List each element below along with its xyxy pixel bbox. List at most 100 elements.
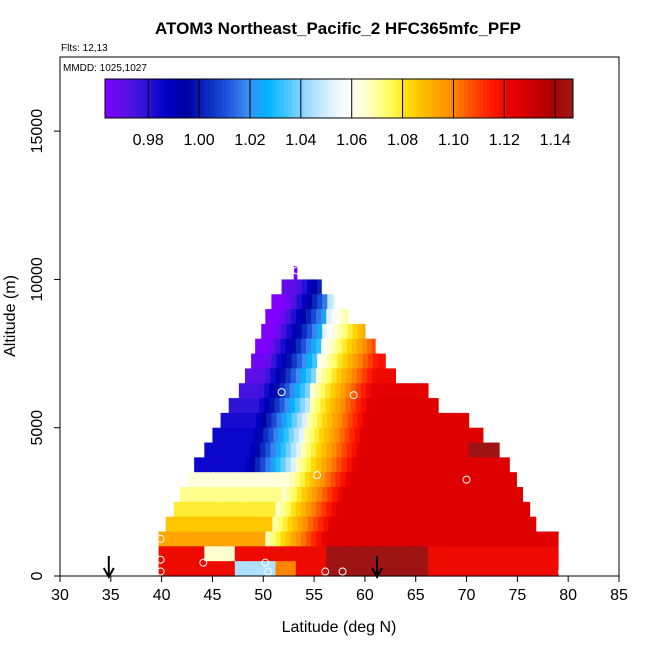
- heatmap-cell: [343, 516, 350, 533]
- heatmap-cell: [280, 442, 287, 458]
- colorbar-segment: [448, 79, 453, 118]
- heatmap-cell: [488, 457, 495, 473]
- heatmap-cell: [255, 368, 261, 384]
- heatmap-cell: [458, 561, 465, 577]
- heatmap-cell: [411, 472, 418, 488]
- heatmap-cell: [321, 546, 327, 562]
- heatmap-cell: [493, 442, 500, 458]
- heatmap-cell: [392, 561, 399, 577]
- heatmap-cell: [373, 353, 379, 369]
- heatmap-cell: [453, 442, 460, 458]
- heatmap-cell: [239, 546, 246, 562]
- heatmap-cell: [168, 531, 175, 547]
- heatmap-cell: [453, 501, 460, 518]
- heatmap-cell: [402, 457, 409, 473]
- heatmap-cell: [342, 323, 349, 340]
- heatmap-cell: [179, 487, 186, 503]
- heatmap-cell: [194, 561, 200, 577]
- heatmap-cell: [549, 546, 556, 562]
- heatmap-cell: [480, 516, 487, 533]
- heatmap-cell: [346, 531, 353, 547]
- colorbar-segment: [545, 79, 551, 118]
- heatmap-cell: [239, 531, 246, 547]
- sample-point: [277, 388, 286, 397]
- heatmap-cell: [423, 487, 430, 503]
- colorbar-segment: [378, 79, 383, 118]
- colorbar-segment: [362, 79, 367, 118]
- heatmap-cell: [305, 368, 312, 384]
- heatmap-cell: [352, 487, 359, 503]
- heatmap-cell: [267, 516, 274, 533]
- heatmap-cell: [262, 516, 268, 533]
- colorbar-frame: [104, 78, 574, 119]
- heatmap-cell: [420, 427, 427, 444]
- heatmap-cell: [464, 412, 470, 429]
- heatmap-cell: [407, 546, 414, 562]
- colorbar-segment: [140, 79, 145, 118]
- heatmap-cell: [312, 323, 318, 340]
- heatmap-cell: [326, 546, 332, 562]
- heatmap-cell: [406, 398, 413, 414]
- colorbar-segment: [311, 79, 317, 118]
- heatmap-cell: [256, 353, 262, 369]
- heatmap-cell: [351, 501, 358, 518]
- heatmap-cell: [331, 309, 338, 325]
- colorbar-segment: [112, 79, 118, 118]
- heatmap-cell: [330, 472, 337, 488]
- heatmap-cell: [300, 457, 307, 473]
- colorbar-segment: [502, 79, 508, 118]
- heatmap-cell: [274, 383, 281, 399]
- colorbar-segment: [350, 79, 356, 118]
- heatmap-cell: [285, 501, 292, 518]
- heatmap-cell: [255, 546, 261, 562]
- heatmap-cell: [163, 546, 170, 562]
- heatmap-cell: [318, 516, 324, 533]
- heatmap-cell: [427, 457, 434, 473]
- heatmap-cell: [391, 398, 398, 414]
- heatmap-cell: [453, 561, 460, 577]
- heatmap-cell: [264, 472, 270, 488]
- heatmap-cell: [393, 487, 400, 503]
- heatmap-cell: [299, 398, 306, 414]
- x-tick-label: 70: [458, 587, 476, 604]
- colorbar-segment: [354, 79, 359, 118]
- heatmap-cell: [261, 353, 267, 369]
- heatmap-cell: [410, 427, 417, 444]
- colorbar-segment: [495, 79, 500, 118]
- heatmap-cell: [544, 531, 551, 547]
- heatmap-cell: [459, 487, 466, 503]
- heatmap-cell: [345, 472, 352, 488]
- heatmap-cell: [366, 338, 373, 355]
- heatmap-cell: [464, 487, 471, 503]
- heatmap-cell: [356, 546, 363, 562]
- heatmap-cell: [474, 487, 481, 503]
- sample-point: [199, 558, 208, 567]
- heatmap-cell: [284, 398, 291, 414]
- heatmap-cell: [296, 412, 303, 429]
- heatmap-cell: [412, 561, 419, 577]
- colorbar-segment: [167, 79, 172, 118]
- heatmap-cell: [351, 368, 358, 384]
- sample-point: [313, 471, 322, 480]
- heatmap-cell: [350, 398, 357, 414]
- heatmap-cell: [382, 501, 388, 518]
- heatmap-cell: [363, 516, 370, 533]
- colorbar-segment: [315, 79, 320, 118]
- heatmap-cell: [398, 487, 405, 503]
- heatmap-cell: [233, 472, 240, 488]
- heatmap-cell: [270, 546, 277, 562]
- heatmap-cell: [276, 353, 283, 369]
- heatmap-cell: [346, 368, 353, 384]
- heatmap-cell: [244, 501, 251, 518]
- heatmap-cell: [487, 472, 494, 488]
- heatmap-cell: [312, 279, 318, 295]
- heatmap-cell: [443, 501, 449, 518]
- heatmap-cell: [296, 487, 303, 503]
- heatmap-cell: [529, 531, 536, 547]
- heatmap-cell: [366, 561, 373, 577]
- heatmap-cell: [285, 309, 292, 325]
- heatmap-cell: [321, 309, 327, 325]
- heatmap-cell: [428, 487, 435, 503]
- heatmap-cell: [180, 516, 187, 533]
- colorbar-segment: [366, 79, 371, 118]
